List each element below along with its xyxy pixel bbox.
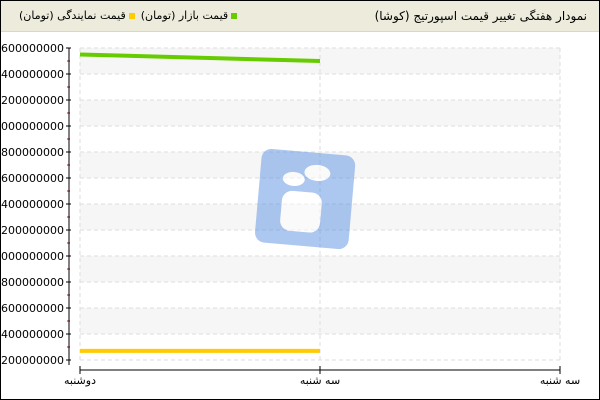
y-tick-label: 5200000000 bbox=[0, 224, 64, 237]
legend-swatch-dealer bbox=[128, 12, 135, 19]
y-tick-label: 6000000000 bbox=[0, 120, 64, 133]
y-tick-label: 5800000000 bbox=[0, 146, 64, 159]
y-tick-label: 6200000000 bbox=[0, 94, 64, 107]
y-tick-label: 5400000000 bbox=[0, 198, 64, 211]
y-tick-label: 4800000000 bbox=[0, 276, 64, 289]
chart-title: نمودار هفتگی تغییر قیمت اسپورتیج (کوشا) bbox=[374, 9, 587, 23]
series-line-0 bbox=[79, 52, 321, 63]
legend-swatch-market bbox=[231, 12, 238, 19]
y-tick-label: 5600000000 bbox=[0, 172, 64, 185]
legend-label-dealer: قیمت نمایندگی (تومان) bbox=[19, 9, 126, 22]
x-tick-label: دوشنبه bbox=[64, 374, 96, 387]
chart-header: نمودار هفتگی تغییر قیمت اسپورتیج (کوشا) … bbox=[1, 1, 599, 32]
legend-item-dealer[interactable]: قیمت نمایندگی (تومان) bbox=[19, 9, 135, 22]
y-tick-label: 4400000000 bbox=[0, 328, 64, 341]
watermark-logo bbox=[255, 148, 356, 250]
legend: قیمت بازار (تومان) قیمت نمایندگی (تومان) bbox=[19, 9, 238, 22]
y-tick-label: 5000000000 bbox=[0, 250, 64, 263]
legend-item-market[interactable]: قیمت بازار (تومان) bbox=[140, 9, 238, 22]
y-tick-label: 6600000000 bbox=[0, 42, 64, 55]
legend-label-market: قیمت بازار (تومان) bbox=[140, 9, 229, 22]
x-tick-label: سه شنبه bbox=[540, 374, 580, 387]
y-tick-label: 4200000000 bbox=[0, 354, 64, 367]
y-tick-label: 6400000000 bbox=[0, 68, 64, 81]
x-tick-label: سه شنبه bbox=[300, 374, 340, 387]
y-tick-label: 4600000000 bbox=[0, 302, 64, 315]
